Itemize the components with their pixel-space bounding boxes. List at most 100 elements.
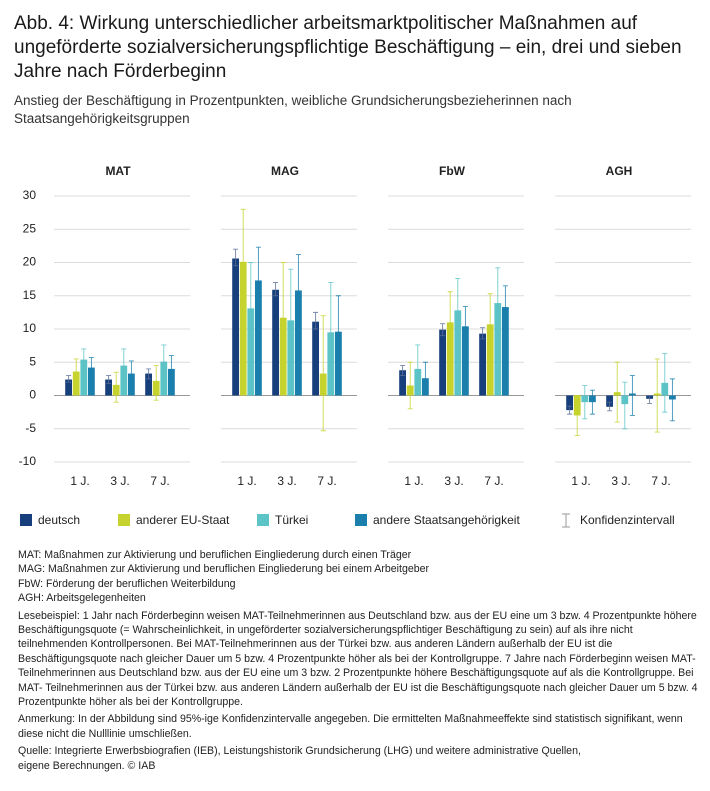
bar <box>272 289 279 396</box>
confidence-interval <box>288 268 294 370</box>
bar <box>145 373 152 396</box>
legend-label: anderer EU-Staat <box>136 513 230 527</box>
confidence-interval <box>589 389 595 415</box>
bar <box>566 395 573 411</box>
bar <box>479 333 486 396</box>
remark: Anmerkung: In der Abbildung sind 95%-ige… <box>18 713 683 740</box>
confidence-interval <box>455 278 461 343</box>
y-tick-label: 30 <box>23 188 37 202</box>
bar <box>494 303 502 396</box>
bar <box>105 379 112 396</box>
note-line: MAG: Maßnahmen zur Aktivierung und beruf… <box>18 563 430 576</box>
legend-swatch <box>257 514 269 526</box>
confidence-interval <box>407 361 413 410</box>
x-tick-label: 3 J. <box>110 474 129 488</box>
legend-label: Türkei <box>275 513 308 527</box>
confidence-interval <box>574 395 580 436</box>
confidence-interval <box>146 368 152 380</box>
confidence-interval <box>273 282 279 297</box>
bar <box>606 395 613 407</box>
y-tick-label: 15 <box>23 288 37 302</box>
confidence-interval <box>320 315 326 432</box>
confidence-interval <box>128 360 134 383</box>
confidence-interval <box>313 311 319 330</box>
confidence-interval <box>614 361 620 423</box>
bar <box>439 329 446 396</box>
confidence-interval <box>88 357 94 376</box>
y-tick-label: 20 <box>23 255 37 269</box>
confidence-interval <box>113 371 119 403</box>
bar <box>399 370 406 396</box>
confidence-interval <box>622 381 628 430</box>
bar <box>239 261 247 396</box>
chart: MAT -10 -5 0 5 10 15 20 25 30 1 J. 3 J. 7 J. MAG 1 J. 3… <box>19 164 691 528</box>
bar <box>462 326 469 396</box>
bar <box>72 371 80 396</box>
subtitle: Anstieg der Beschäftigung in Prozentpunk… <box>14 93 572 126</box>
confidence-interval <box>440 323 446 337</box>
confidence-interval <box>647 395 653 404</box>
legend-label: deutsch <box>38 513 80 527</box>
x-tick-label: 1 J. <box>404 474 423 488</box>
confidence-interval <box>629 375 635 416</box>
bar <box>502 307 509 396</box>
note-line: AGH: Arbeitsgelegenheiten <box>18 592 146 605</box>
bar <box>486 324 494 396</box>
confidence-interval <box>400 365 406 376</box>
x-tick-label: 7 J. <box>484 474 503 488</box>
confidence-interval <box>582 385 588 420</box>
panel-title: MAT <box>105 164 131 178</box>
confidence-interval <box>328 282 334 383</box>
x-tick-label: 1 J. <box>237 474 256 488</box>
y-tick-label: 5 <box>29 354 36 368</box>
panel-title: AGH <box>606 164 633 178</box>
confidence-interval <box>462 305 468 347</box>
title: Abb. 4: Wirkung unterschiedlicher arbeit… <box>14 13 682 82</box>
confidence-interval <box>240 208 246 310</box>
bar <box>88 367 95 396</box>
x-tick-label: 7 J. <box>150 474 169 488</box>
source-line: eigene Berechnungen. © IAB <box>18 759 156 772</box>
bar <box>128 373 135 396</box>
confidence-interval <box>295 254 301 323</box>
legend-swatch <box>20 514 32 526</box>
bar <box>446 322 454 396</box>
confidence-interval <box>248 262 254 357</box>
x-tick-label: 1 J. <box>70 474 89 488</box>
confidence-interval <box>447 291 453 357</box>
y-tick-label: -5 <box>25 421 36 435</box>
source: Quelle: Integrierte Erwerbsbiografien (I… <box>18 744 698 773</box>
confidence-interval <box>66 375 72 383</box>
x-tick-label: 3 J. <box>277 474 296 488</box>
confidence-interval <box>121 348 127 383</box>
confidence-interval <box>280 262 286 363</box>
legend-swatch <box>355 514 367 526</box>
legend-ci-icon <box>562 513 570 528</box>
bar <box>295 290 302 396</box>
x-tick-label: 7 J. <box>317 474 336 488</box>
confidence-interval <box>415 344 421 390</box>
confidence-interval <box>161 344 167 376</box>
panel-title: FbW <box>439 164 466 178</box>
confidence-interval <box>495 267 501 340</box>
header: Abb. 4: Wirkung unterschiedlicher arbeit… <box>14 12 698 128</box>
confidence-interval <box>106 375 112 384</box>
panel-title: MAG <box>271 164 299 178</box>
legend-label: andere Staatsangehörigkeit <box>373 513 520 527</box>
definitions: MAT: Maßnahmen zur Aktivierung und beruf… <box>18 548 698 606</box>
confidence-interval <box>168 355 174 380</box>
y-tick-label: -10 <box>19 454 37 468</box>
bar <box>160 361 168 396</box>
confidence-interval <box>73 358 79 380</box>
source-line: Quelle: Integrierte Erwerbsbiografien (I… <box>18 745 581 758</box>
note-line: FbW: Förderung der beruflichen Weiterbil… <box>18 577 236 590</box>
confidence-interval <box>233 248 239 267</box>
note-line: MAT: Maßnahmen zur Aktivierung und beruf… <box>18 549 412 561</box>
notes: MAT: Maßnahmen zur Aktivierung und beruf… <box>18 548 698 776</box>
bar <box>65 379 72 396</box>
confidence-interval <box>567 405 573 415</box>
confidence-interval <box>607 401 613 412</box>
bar <box>168 368 175 396</box>
confidence-interval <box>81 348 87 373</box>
